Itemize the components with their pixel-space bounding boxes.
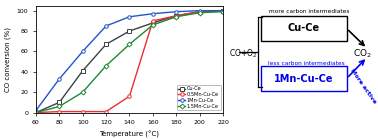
1Mn-Cu-Ce: [197, 10, 202, 12]
0.5Mn-Cu-Ce: [81, 111, 85, 112]
Text: CO$_2$: CO$_2$: [353, 47, 372, 60]
1Mn-Cu-Ce: [34, 110, 38, 111]
1.5Mn-Cu-Ce: [127, 44, 132, 45]
Legend: Cu-Ce, 0.5Mn-Cu-Ce, 1Mn-Cu-Ce, 1.5Mn-Cu-Ce: Cu-Ce, 0.5Mn-Cu-Ce, 1Mn-Cu-Ce, 1.5Mn-Cu-…: [177, 85, 220, 110]
0.5Mn-Cu-Ce: [174, 15, 178, 17]
Text: More active: More active: [349, 68, 376, 105]
FancyBboxPatch shape: [261, 66, 347, 91]
1.5Mn-Cu-Ce: [81, 91, 85, 93]
Text: Cu-Ce: Cu-Ce: [288, 23, 320, 33]
Cu-Ce: [150, 22, 155, 24]
0.5Mn-Cu-Ce: [34, 112, 38, 113]
Y-axis label: CO conversion (%): CO conversion (%): [5, 27, 11, 92]
0.5Mn-Cu-Ce: [127, 95, 132, 97]
FancyBboxPatch shape: [261, 16, 347, 41]
Cu-Ce: [104, 44, 108, 45]
0.5Mn-Cu-Ce: [57, 111, 62, 112]
Cu-Ce: [174, 15, 178, 17]
1.5Mn-Cu-Ce: [174, 16, 178, 18]
Line: 1.5Mn-Cu-Ce: 1.5Mn-Cu-Ce: [34, 10, 225, 114]
Text: 1Mn-Cu-Ce: 1Mn-Cu-Ce: [274, 74, 333, 84]
Cu-Ce: [127, 30, 132, 32]
1.5Mn-Cu-Ce: [104, 65, 108, 67]
Cu-Ce: [197, 11, 202, 13]
1.5Mn-Cu-Ce: [34, 112, 38, 113]
Line: 0.5Mn-Cu-Ce: 0.5Mn-Cu-Ce: [34, 9, 225, 114]
1.5Mn-Cu-Ce: [150, 24, 155, 26]
1Mn-Cu-Ce: [81, 51, 85, 52]
Cu-Ce: [57, 102, 62, 103]
Cu-Ce: [81, 70, 85, 72]
Text: more carbon intermediates: more carbon intermediates: [269, 9, 349, 14]
Text: less carbon intermediates: less carbon intermediates: [268, 61, 344, 66]
0.5Mn-Cu-Ce: [221, 10, 225, 12]
Cu-Ce: [221, 10, 225, 12]
1.5Mn-Cu-Ce: [221, 11, 225, 13]
1.5Mn-Cu-Ce: [57, 106, 62, 107]
1.5Mn-Cu-Ce: [197, 12, 202, 13]
1Mn-Cu-Ce: [150, 13, 155, 15]
Cu-Ce: [34, 112, 38, 113]
1Mn-Cu-Ce: [174, 11, 178, 13]
Line: Cu-Ce: Cu-Ce: [34, 9, 225, 114]
0.5Mn-Cu-Ce: [150, 20, 155, 22]
1Mn-Cu-Ce: [57, 78, 62, 80]
Line: 1Mn-Cu-Ce: 1Mn-Cu-Ce: [34, 9, 225, 112]
X-axis label: Temperature (°C): Temperature (°C): [99, 131, 160, 138]
Text: CO+O$_2$: CO+O$_2$: [229, 47, 257, 60]
1Mn-Cu-Ce: [127, 16, 132, 18]
0.5Mn-Cu-Ce: [197, 11, 202, 13]
0.5Mn-Cu-Ce: [104, 111, 108, 112]
1Mn-Cu-Ce: [104, 25, 108, 27]
1Mn-Cu-Ce: [221, 10, 225, 12]
